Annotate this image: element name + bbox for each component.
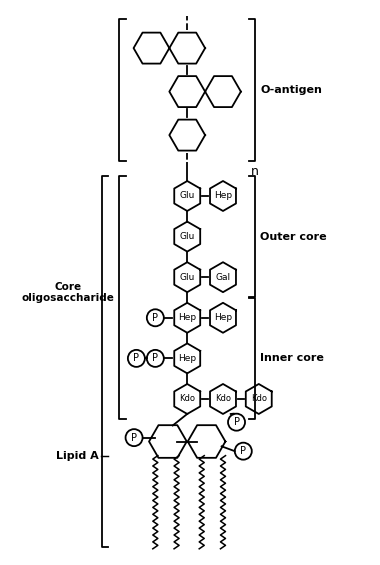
Text: P: P: [234, 417, 239, 427]
Text: Hep: Hep: [214, 192, 232, 201]
Text: Glu: Glu: [179, 273, 195, 282]
Text: Outer core: Outer core: [260, 232, 327, 242]
Text: P: P: [133, 353, 139, 363]
Text: Kdo: Kdo: [215, 394, 231, 403]
Text: Glu: Glu: [179, 192, 195, 201]
Text: P: P: [152, 353, 158, 363]
Text: Hep: Hep: [178, 354, 196, 363]
Text: Hep: Hep: [214, 313, 232, 322]
Text: Kdo: Kdo: [179, 394, 195, 403]
Text: Glu: Glu: [179, 232, 195, 241]
Text: P: P: [131, 433, 137, 442]
Text: Inner core: Inner core: [260, 353, 324, 363]
Text: Hep: Hep: [178, 313, 196, 322]
Text: O-antigen: O-antigen: [260, 85, 322, 95]
Text: Kdo: Kdo: [251, 394, 267, 403]
Text: Lipid A: Lipid A: [56, 451, 99, 461]
Text: Core
oligosaccharide: Core oligosaccharide: [21, 282, 114, 303]
Text: n: n: [250, 164, 258, 177]
Text: P: P: [240, 446, 246, 456]
Text: P: P: [152, 313, 158, 323]
Text: Gal: Gal: [215, 273, 231, 282]
